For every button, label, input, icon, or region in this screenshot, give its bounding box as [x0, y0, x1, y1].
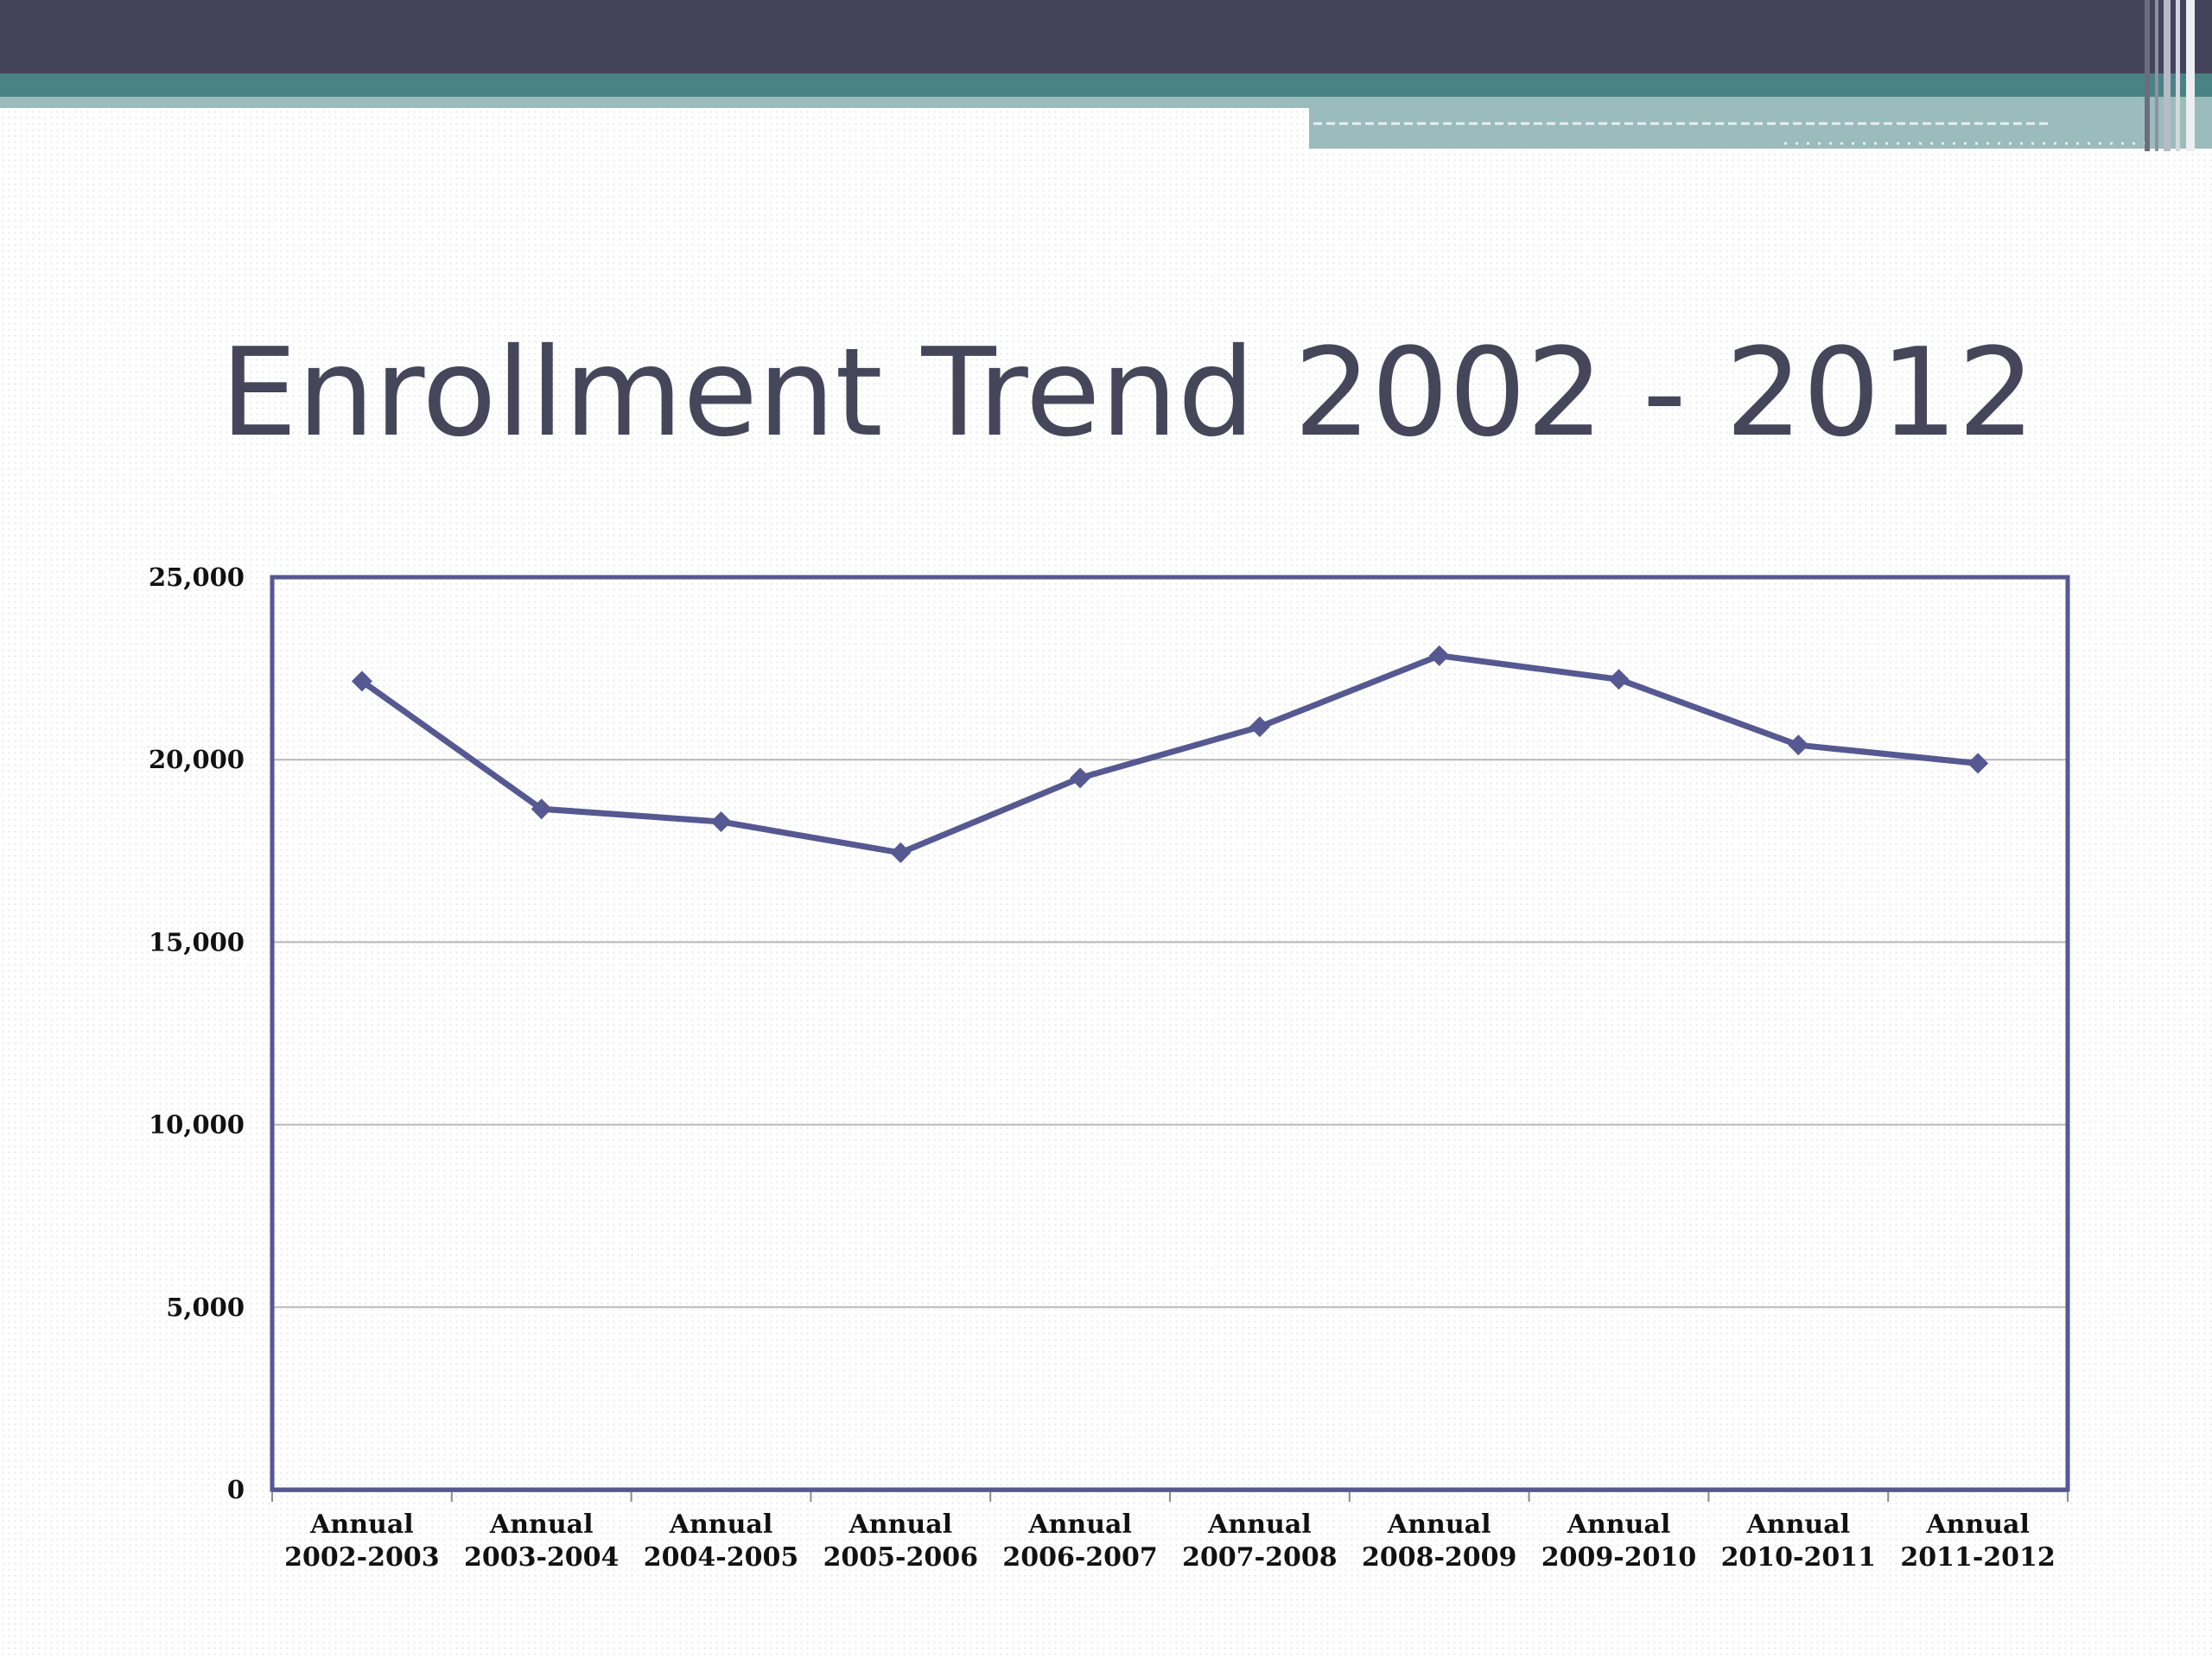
data-point-marker — [710, 811, 732, 833]
data-point-marker — [1428, 645, 1450, 666]
x-tick-label-line1: Annual — [1567, 1510, 1671, 1540]
data-point-marker — [1967, 753, 1989, 774]
x-tick-label: Annual 2003-2004 — [464, 1510, 619, 1573]
banner-light-band-left — [0, 97, 1309, 108]
x-tick-label: Annual 2004-2005 — [644, 1510, 798, 1573]
slide-title: Enrollment Trend 2002 - 2012 — [220, 322, 2036, 464]
series-line — [359, 652, 1981, 856]
x-tick-label-line1: Annual — [309, 1510, 414, 1540]
x-tick-label: Annual 2011-2012 — [1900, 1510, 2055, 1573]
top-banner — [0, 0, 2212, 151]
x-tick-label: Annual 2007-2008 — [1182, 1510, 1337, 1573]
banner-edge-stripes — [2145, 0, 2195, 151]
x-tick-label-line2: 2009-2010 — [1541, 1542, 1696, 1573]
x-tick-label-line2: 2004-2005 — [644, 1542, 798, 1573]
data-point-marker — [351, 671, 372, 692]
x-tick-label: Annual 2010-2011 — [1721, 1510, 1876, 1573]
x-tick-label-line2: 2011-2012 — [1900, 1542, 2055, 1573]
x-tick-label: Annual 2006-2007 — [1002, 1510, 1157, 1573]
x-tick-label-line2: 2005-2006 — [823, 1542, 978, 1573]
banner-dark-band — [0, 0, 2212, 73]
x-tick-label-line1: Annual — [1387, 1510, 1491, 1540]
x-tick-label-line1: Annual — [489, 1510, 594, 1540]
gridlines — [272, 759, 2068, 1308]
data-point-marker — [1249, 716, 1270, 738]
x-tick-label-line2: 2006-2007 — [1002, 1542, 1157, 1573]
x-tick-label-line2: 2007-2008 — [1182, 1542, 1337, 1573]
x-tick-label-line2: 2002-2003 — [284, 1542, 439, 1573]
x-tick-label-line1: Annual — [669, 1510, 773, 1540]
y-tick-label: 10,000 — [149, 1110, 245, 1140]
x-tick-label: Annual 2009-2010 — [1541, 1510, 1696, 1573]
y-tick-label: 0 — [227, 1475, 245, 1504]
series-enrollment — [351, 645, 1989, 863]
data-point-marker — [890, 842, 912, 863]
data-point-marker — [531, 798, 552, 820]
y-tick-label: 5,000 — [166, 1293, 245, 1322]
x-tick-label: Annual 2005-2006 — [823, 1510, 978, 1573]
x-tick-label-line1: Annual — [849, 1510, 953, 1540]
plot-area-border — [270, 575, 2070, 1492]
x-tick-label-line1: Annual — [1027, 1510, 1132, 1540]
x-tick-label-line1: Annual — [1925, 1510, 2030, 1540]
x-tick-label-line2: 2010-2011 — [1721, 1542, 1876, 1573]
y-tick-label: 25,000 — [149, 563, 245, 592]
x-tick-label-line1: Annual — [1746, 1510, 1851, 1540]
y-tick-label: 20,000 — [149, 745, 245, 774]
banner-teal-band — [0, 73, 2212, 97]
x-tick-label-line2: 2008-2009 — [1362, 1542, 1516, 1573]
x-tick-label: Annual 2008-2009 — [1362, 1510, 1516, 1573]
y-tick-label: 15,000 — [149, 927, 245, 957]
x-tick-label-line1: Annual — [1207, 1510, 1312, 1540]
data-point-marker — [1788, 734, 1809, 756]
data-point-marker — [1070, 767, 1091, 789]
banner-pattern — [1313, 122, 2177, 145]
x-tick-label-line2: 2003-2004 — [464, 1542, 619, 1573]
data-point-marker — [1608, 669, 1630, 690]
y-axis-tick-labels: 0 5,000 10,000 15,000 20,000 25,000 — [149, 563, 245, 1504]
x-tick-label: Annual 2002-2003 — [284, 1510, 439, 1573]
